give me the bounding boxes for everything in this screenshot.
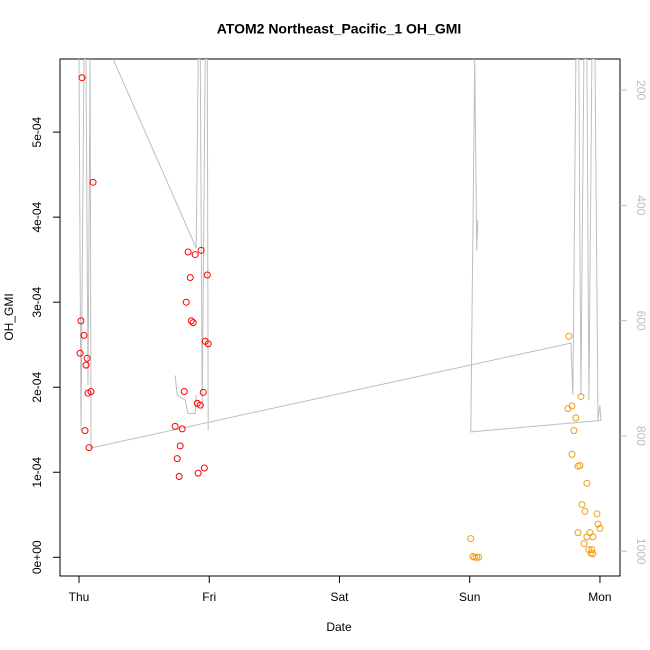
y-tick-label: 3e-04	[30, 287, 44, 318]
data-point	[583, 533, 591, 541]
data-point	[82, 361, 90, 369]
data-point	[80, 331, 88, 339]
data-point	[568, 402, 576, 410]
data-point	[77, 317, 85, 325]
data-point	[565, 332, 573, 340]
data-point	[76, 349, 84, 357]
x-tick-label: Fri	[202, 590, 216, 604]
data-point	[583, 479, 591, 487]
y2-tick-label: 800	[634, 426, 648, 446]
data-point	[194, 469, 202, 477]
data-point	[594, 520, 602, 528]
data-point	[588, 546, 596, 554]
chart-title: ATOM2 Northeast_Pacific_1 OH_GMI	[217, 21, 462, 37]
y-tick-label: 2e-04	[30, 372, 44, 403]
y-tick-label: 1e-04	[30, 457, 44, 488]
y2-tick-label: 400	[634, 195, 648, 215]
data-point	[85, 444, 93, 452]
data-point	[200, 464, 208, 472]
data-point	[178, 425, 186, 433]
data-point	[173, 455, 181, 463]
data-point	[471, 553, 479, 561]
data-point	[596, 524, 604, 532]
x-axis-label: Date	[326, 620, 352, 634]
data-point	[574, 529, 582, 537]
data-point	[81, 427, 89, 435]
data-point	[589, 533, 597, 541]
plot-area	[76, 59, 604, 561]
data-point	[180, 387, 188, 395]
series-line	[78, 59, 602, 449]
data-point	[197, 246, 205, 254]
data-point	[171, 422, 179, 430]
data-point	[78, 74, 86, 82]
data-point	[187, 317, 195, 325]
data-point	[467, 535, 475, 543]
data-point	[586, 529, 594, 537]
data-point	[204, 340, 212, 348]
data-point	[203, 271, 211, 279]
data-point	[572, 414, 580, 422]
data-point	[578, 501, 586, 509]
data-point	[589, 550, 597, 558]
data-point	[581, 507, 589, 515]
data-point	[199, 388, 207, 396]
x-tick-label: Sat	[330, 590, 349, 604]
data-point	[568, 450, 576, 458]
y-tick-label: 0e+00	[30, 540, 44, 574]
y-tick-label: 4e-04	[30, 201, 44, 232]
data-point	[577, 393, 585, 401]
data-point	[196, 401, 204, 409]
x-tick-label: Mon	[588, 590, 611, 604]
data-point	[570, 427, 578, 435]
data-point	[83, 354, 91, 362]
data-point	[585, 546, 593, 554]
data-point	[175, 473, 183, 481]
data-point	[182, 298, 190, 306]
data-point	[580, 540, 588, 548]
data-point	[89, 178, 97, 186]
data-point	[184, 248, 192, 256]
plot-frame	[59, 58, 621, 577]
y-axis-label: OH_GMI	[2, 293, 16, 340]
data-point	[176, 442, 184, 450]
data-point	[186, 274, 194, 282]
data-point	[84, 389, 92, 397]
data-point	[576, 461, 584, 469]
x-tick-label: Sun	[459, 590, 480, 604]
data-point	[189, 319, 197, 327]
x-tick-label: Thu	[69, 590, 90, 604]
data-point	[475, 553, 483, 561]
data-point	[593, 510, 601, 518]
data-point	[473, 553, 481, 561]
data-point	[191, 251, 199, 259]
y2-tick-label: 1000	[634, 538, 648, 565]
y2-tick-label: 200	[634, 80, 648, 100]
y2-tick-label: 600	[634, 311, 648, 331]
y-tick-label: 5e-04	[30, 116, 44, 147]
